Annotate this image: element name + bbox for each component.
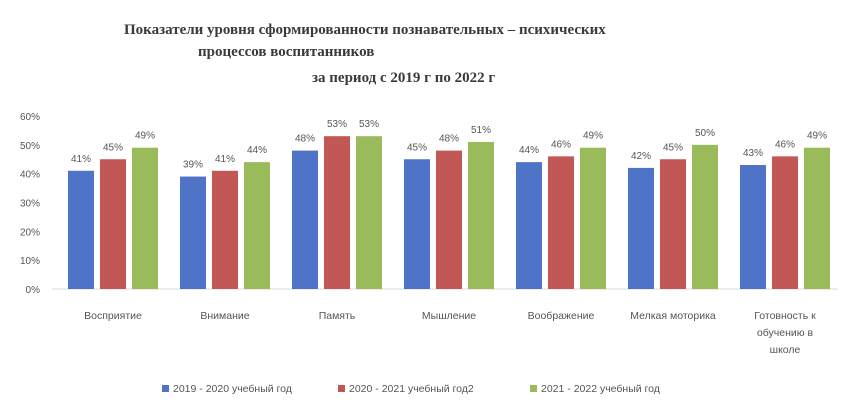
chart-title-line-2: процессов воспитанников <box>198 44 375 60</box>
legend-swatch <box>162 385 169 392</box>
chart-title-line-1: Показатели уровня сформированности позна… <box>124 22 606 38</box>
data-label: 45% <box>103 142 123 153</box>
data-label: 43% <box>743 148 763 159</box>
data-label: 44% <box>519 145 539 156</box>
legend-swatch <box>338 385 345 392</box>
data-label: 39% <box>183 160 203 171</box>
data-label: 45% <box>663 142 683 153</box>
category-label: Восприятие <box>84 310 142 322</box>
data-label: 49% <box>583 131 603 142</box>
bar <box>580 147 606 289</box>
category-label: Внимание <box>200 310 249 322</box>
bar <box>212 170 238 289</box>
data-label: 53% <box>359 119 379 130</box>
bar <box>436 150 462 289</box>
legend-swatch <box>530 385 537 392</box>
data-label: 42% <box>631 151 651 162</box>
y-tick-label: 10% <box>20 256 40 267</box>
bar <box>404 159 430 289</box>
y-tick-label: 50% <box>20 141 40 152</box>
bar <box>244 162 270 289</box>
bar <box>628 167 654 289</box>
data-label: 44% <box>247 145 267 156</box>
bar <box>100 159 126 289</box>
data-label: 49% <box>135 131 155 142</box>
data-label: 48% <box>295 134 315 145</box>
bar <box>68 170 94 289</box>
bar <box>692 144 718 289</box>
legend-label: 2021 - 2022 учебный год <box>541 383 660 395</box>
data-label: 51% <box>471 125 491 136</box>
bar <box>324 136 350 289</box>
data-label: 48% <box>439 134 459 145</box>
data-label: 50% <box>695 128 715 139</box>
category-label: Готовность к <box>754 310 816 322</box>
legend-label: 2020 - 2021 учебный год2 <box>349 383 474 395</box>
y-tick-label: 20% <box>20 227 40 238</box>
bar <box>356 136 382 289</box>
category-label: Мелкая моторика <box>630 310 716 322</box>
chart-subtitle: за период с 2019 г по 2022 г <box>312 70 496 86</box>
bar <box>132 147 158 289</box>
category-label: школе <box>770 344 801 356</box>
data-label: 45% <box>407 142 427 153</box>
data-label: 46% <box>551 139 571 150</box>
bar <box>740 165 766 289</box>
bar <box>292 150 318 289</box>
data-label: 49% <box>807 131 827 142</box>
bar <box>468 141 494 289</box>
bar <box>660 159 686 289</box>
data-label: 41% <box>71 154 91 165</box>
category-label: Воображение <box>528 310 595 322</box>
category-label: Мышление <box>422 310 476 322</box>
y-tick-label: 40% <box>20 170 40 181</box>
bar <box>804 147 830 289</box>
bar <box>772 156 798 289</box>
category-label: обучению в <box>757 327 814 339</box>
legend-label: 2019 - 2020 учебный год <box>173 383 292 395</box>
data-label: 46% <box>775 139 795 150</box>
data-label: 41% <box>215 154 235 165</box>
y-tick-label: 0% <box>26 285 41 296</box>
y-tick-label: 30% <box>20 199 40 210</box>
data-label: 53% <box>327 119 347 130</box>
bar <box>548 156 574 289</box>
bar <box>180 176 206 289</box>
category-label: Память <box>319 310 356 322</box>
bar <box>516 162 542 289</box>
y-tick-label: 60% <box>20 112 40 123</box>
